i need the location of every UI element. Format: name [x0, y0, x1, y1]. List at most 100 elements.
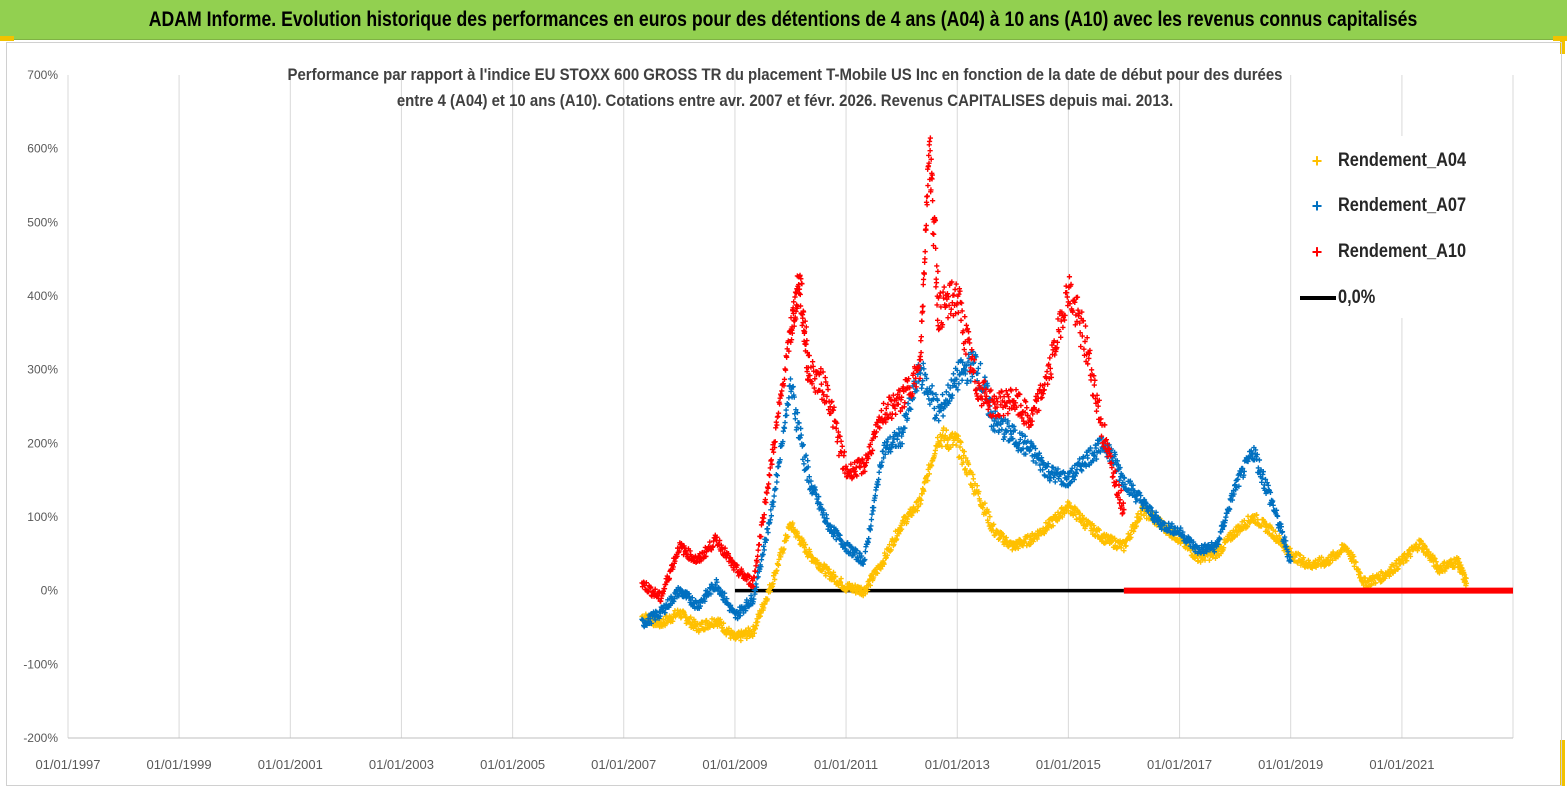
data-point	[819, 389, 826, 395]
x-tick-label: 01/01/2003	[369, 757, 434, 772]
data-point	[1068, 468, 1074, 474]
data-point	[1283, 538, 1289, 544]
data-point	[939, 322, 946, 328]
data-point	[911, 380, 917, 387]
data-point	[1018, 402, 1024, 409]
data-point	[824, 393, 830, 400]
data-point	[797, 272, 803, 278]
data-point	[883, 419, 889, 425]
data-point	[931, 405, 937, 412]
data-point	[1036, 407, 1042, 414]
data-point	[792, 289, 799, 295]
data-point	[878, 407, 884, 414]
data-point	[773, 472, 779, 478]
data-point	[833, 425, 839, 431]
data-point	[722, 545, 728, 551]
data-point	[1351, 553, 1357, 560]
data-point	[967, 340, 973, 346]
data-point	[1047, 478, 1053, 484]
data-point	[1085, 455, 1091, 461]
data-point	[768, 507, 774, 513]
data-point	[1058, 334, 1064, 340]
data-point	[1074, 318, 1080, 325]
data-point	[926, 152, 932, 159]
data-point	[926, 396, 932, 402]
data-point	[1138, 492, 1144, 499]
data-point	[1009, 405, 1015, 411]
data-point	[1085, 361, 1091, 367]
data-point	[941, 295, 947, 301]
data-point	[1070, 309, 1076, 315]
data-point	[1025, 412, 1031, 419]
data-point	[818, 501, 824, 508]
data-point	[799, 281, 805, 287]
data-point	[898, 394, 905, 400]
data-point	[888, 449, 894, 455]
data-point	[945, 437, 951, 443]
data-point	[1122, 481, 1128, 487]
data-point	[798, 276, 804, 282]
data-point	[781, 376, 788, 382]
data-point	[981, 378, 987, 384]
data-point	[905, 400, 911, 407]
data-point	[1231, 491, 1237, 497]
data-point	[725, 551, 732, 557]
data-point	[761, 512, 767, 518]
data-point	[1319, 554, 1325, 560]
data-point	[1080, 454, 1086, 460]
x-tick-label: 01/01/2017	[1147, 757, 1212, 772]
data-point	[899, 441, 905, 447]
data-point	[871, 505, 877, 511]
data-point	[983, 393, 990, 399]
data-point	[948, 377, 954, 383]
data-point	[902, 425, 908, 431]
data-point	[1027, 541, 1034, 547]
data-point	[1278, 524, 1284, 530]
data-point	[838, 575, 844, 582]
data-point	[1077, 456, 1083, 462]
data-point	[1000, 413, 1007, 419]
data-point	[1254, 456, 1260, 462]
data-point	[1204, 549, 1210, 555]
data-point	[1079, 309, 1085, 315]
data-point	[1050, 464, 1056, 470]
data-point	[934, 263, 940, 269]
data-point	[956, 291, 962, 297]
data-point	[1253, 447, 1259, 453]
data-point	[933, 280, 940, 286]
data-point	[1353, 559, 1359, 565]
data-point	[892, 405, 898, 412]
data-point	[945, 315, 951, 321]
data-point	[1153, 509, 1159, 515]
data-point	[1017, 391, 1023, 397]
data-point	[891, 403, 897, 409]
data-point	[1221, 545, 1227, 551]
data-point	[872, 434, 878, 440]
data-point	[948, 311, 954, 317]
data-point	[802, 329, 808, 335]
data-point	[960, 328, 966, 334]
data-point	[890, 439, 896, 445]
data-point	[865, 455, 871, 462]
data-point	[1115, 490, 1122, 496]
data-point	[930, 242, 937, 249]
data-point	[975, 365, 981, 372]
data-point	[781, 546, 787, 552]
data-point	[769, 461, 775, 467]
data-point	[1030, 411, 1036, 417]
data-point	[875, 482, 881, 488]
data-point	[947, 398, 953, 404]
data-point	[1256, 457, 1263, 463]
data-point	[824, 515, 830, 522]
data-point	[1041, 387, 1047, 393]
data-point	[921, 488, 927, 494]
data-point	[818, 381, 825, 387]
y-tick-label: 700%	[27, 68, 58, 82]
legend-marker-a04: +	[1311, 150, 1323, 171]
data-point	[895, 401, 901, 407]
data-point	[883, 445, 889, 451]
data-point	[991, 521, 997, 527]
data-point	[936, 418, 942, 424]
data-point	[869, 571, 875, 577]
data-point	[924, 193, 930, 199]
